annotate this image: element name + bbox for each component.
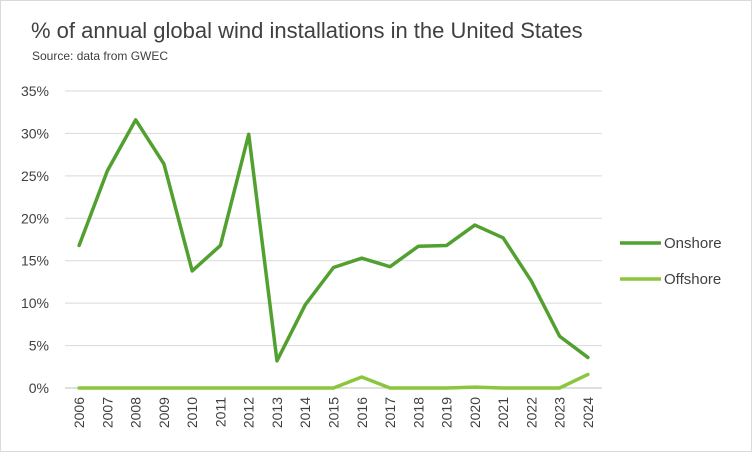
x-tick-label: 2018 (410, 397, 426, 428)
series-line-onshore (77, 118, 590, 363)
x-tick-label: 2015 (326, 397, 342, 428)
x-tick-label: 2009 (156, 397, 172, 428)
x-tick-label: 2017 (382, 397, 398, 428)
x-tick-label: 2019 (439, 397, 455, 428)
series-line-offshore (77, 372, 590, 390)
x-tick-label: 2010 (184, 397, 200, 428)
y-tick-label: 20% (21, 210, 49, 226)
x-tick-label: 2022 (523, 397, 539, 428)
x-tick-label: 2011 (212, 397, 228, 427)
x-tick-label: 2006 (71, 397, 87, 428)
chart-title: % of annual global wind installations in… (31, 18, 583, 43)
y-tick-label: 5% (29, 338, 49, 354)
y-tick-label: 30% (21, 125, 49, 141)
x-tick-label: 2020 (467, 397, 483, 428)
legend-label-onshore: Onshore (664, 235, 722, 252)
x-tick-label: 2021 (495, 397, 511, 428)
y-tick-label: 25% (21, 168, 49, 184)
x-tick-label: 2016 (354, 397, 370, 428)
y-tick-label: 15% (21, 253, 49, 269)
y-tick-label: 35% (21, 83, 49, 99)
x-tick-label: 2012 (241, 397, 257, 428)
chart-subtitle: Source: data from GWEC (32, 49, 169, 63)
x-tick-label: 2014 (297, 397, 313, 428)
legend-label-offshore: Offshore (664, 271, 721, 288)
x-tick-label: 2007 (99, 397, 115, 428)
x-tick-label: 2013 (269, 397, 285, 428)
y-tick-label: 10% (21, 295, 49, 311)
y-tick-label: 0% (29, 380, 49, 396)
x-tick-label: 2023 (552, 397, 568, 428)
x-tick-label: 2024 (580, 397, 596, 428)
x-tick-label: 2008 (128, 397, 144, 428)
